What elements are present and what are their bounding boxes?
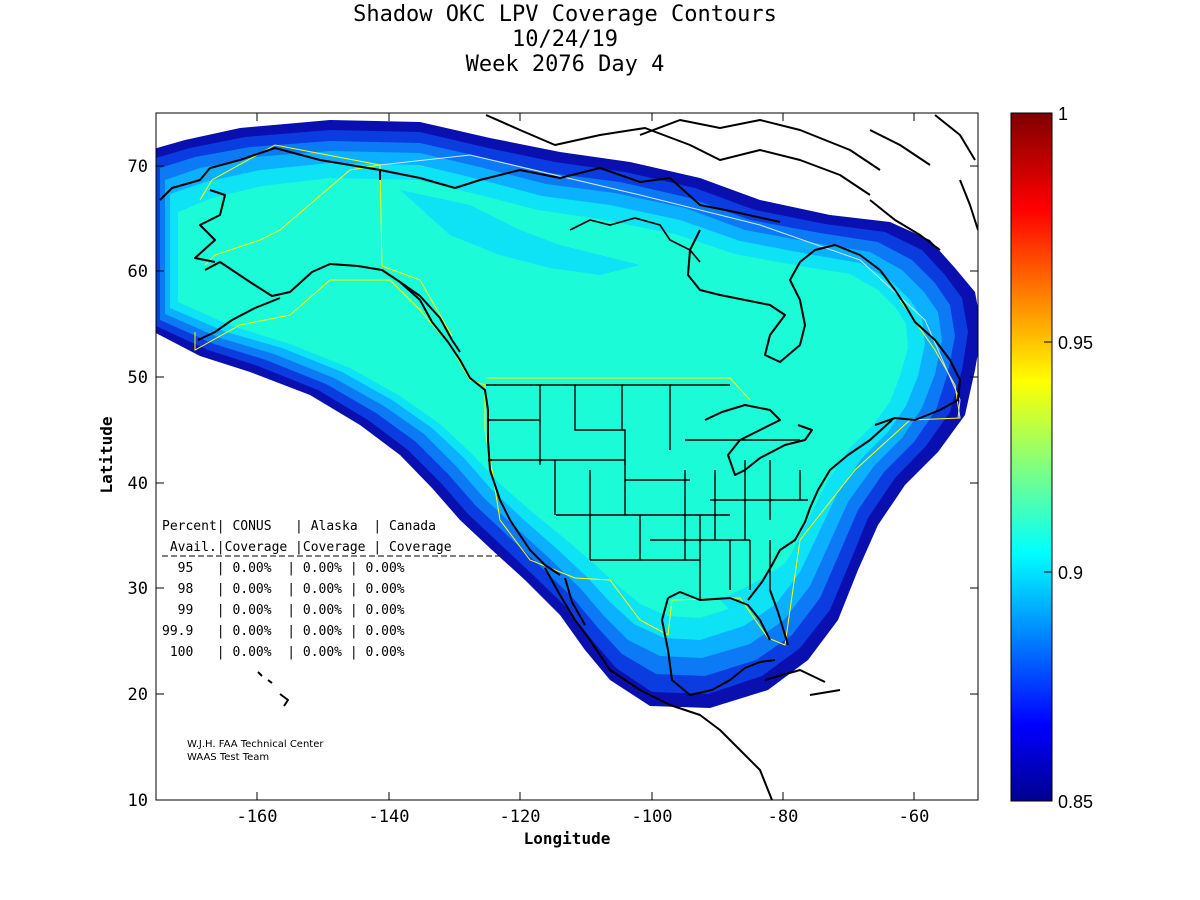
y-axis: 10 20 30 40 50 60 70 Latitude <box>97 157 978 811</box>
y-tick-label: 10 <box>128 791 148 811</box>
colorbar-tick: 0.95 <box>1058 333 1093 353</box>
coverage-interior <box>178 178 908 618</box>
colorbar-gradient <box>1010 112 1053 802</box>
table-header: Percent| CONUS | Alaska | Canada <box>162 519 436 534</box>
x-tick-label: -80 <box>768 807 799 827</box>
x-axis: -160 -140 -120 -100 -80 -60 Longitude <box>237 113 930 848</box>
table-header: Avail.|Coverage |Coverage | Coverage <box>162 540 452 555</box>
x-axis-label: Longitude <box>524 829 611 848</box>
colorbar-tick: 1 <box>1058 104 1068 124</box>
credit-line: WAAS Test Team <box>187 752 269 763</box>
table-row: 99 | 0.00% | 0.00% | 0.00% <box>162 603 405 618</box>
plot-frame <box>155 112 979 801</box>
colorbar-tick: 0.85 <box>1058 792 1093 812</box>
table-row: 95 | 0.00% | 0.00% | 0.00% <box>162 561 405 576</box>
x-tick-label: -100 <box>632 807 673 827</box>
table-row: 100 | 0.00% | 0.00% | 0.00% <box>162 645 405 660</box>
colorbar: 0.85 0.9 0.95 1 <box>1010 104 1093 812</box>
y-axis-label: Latitude <box>97 416 116 493</box>
x-tick-label: -120 <box>500 807 541 827</box>
y-tick-label: 50 <box>128 368 148 388</box>
chart-week: Week 2076 Day 4 <box>466 52 665 77</box>
y-tick-label: 20 <box>128 685 148 705</box>
state-borders <box>486 384 808 600</box>
credit-line: W.J.H. FAA Technical Center <box>187 739 324 750</box>
coastlines <box>159 114 978 800</box>
y-tick-label: 30 <box>128 579 148 599</box>
coverage-contours <box>156 120 978 708</box>
y-tick-label: 60 <box>128 262 148 282</box>
x-tick-label: -60 <box>899 807 930 827</box>
x-tick-label: -140 <box>369 807 410 827</box>
colorbar-tick: 0.9 <box>1058 563 1083 583</box>
greenland <box>569 217 701 263</box>
table-row: 98 | 0.00% | 0.00% | 0.00% <box>162 582 405 597</box>
table-row: 99.9 | 0.00% | 0.00% | 0.00% <box>162 624 405 639</box>
arctic-boundary <box>379 154 961 419</box>
service-boundary <box>194 144 961 646</box>
x-tick-label: -160 <box>237 807 278 827</box>
coverage-table: Percent| CONUS | Alaska | Canada Avail.|… <box>162 519 500 660</box>
chart-date: 10/24/19 <box>512 27 618 52</box>
map-area <box>156 113 978 800</box>
chart-title: Shadow OKC LPV Coverage Contours <box>353 2 777 27</box>
y-tick-label: 40 <box>128 474 148 494</box>
y-tick-label: 70 <box>128 157 148 177</box>
